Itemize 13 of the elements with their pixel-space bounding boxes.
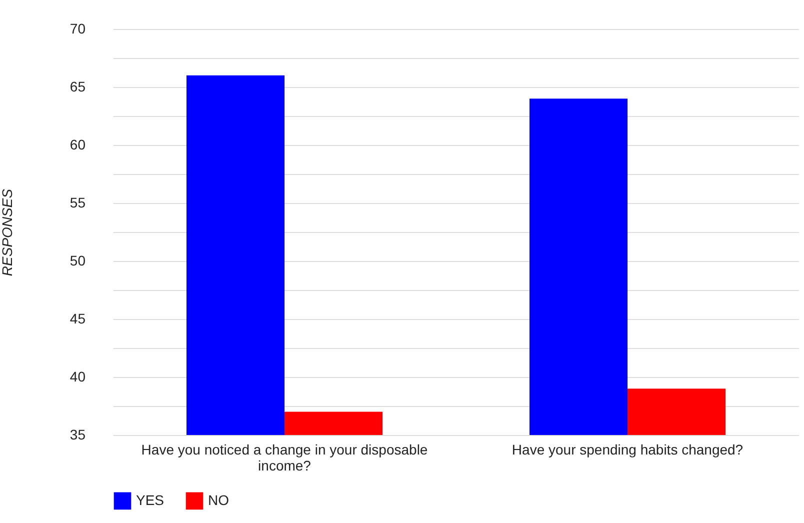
x-tick-label: Have you noticed a change in your disposable income?: [141, 442, 428, 474]
legend-label: NO: [208, 492, 230, 508]
y-tick-label: 65: [70, 78, 86, 94]
y-tick-label: 40: [70, 368, 86, 384]
y-tick-label: 55: [70, 194, 86, 210]
y-tick-label: 45: [70, 310, 86, 326]
x-tick-label: Have your spending habits changed?: [512, 442, 744, 458]
y-tick-label: 70: [70, 20, 86, 36]
y-axis-title: RESPONSES: [0, 188, 15, 276]
y-tick-label: 60: [70, 136, 86, 152]
y-tick-label: 35: [70, 426, 86, 442]
legend-label: YES: [136, 492, 164, 508]
y-tick-label: 50: [70, 252, 86, 268]
